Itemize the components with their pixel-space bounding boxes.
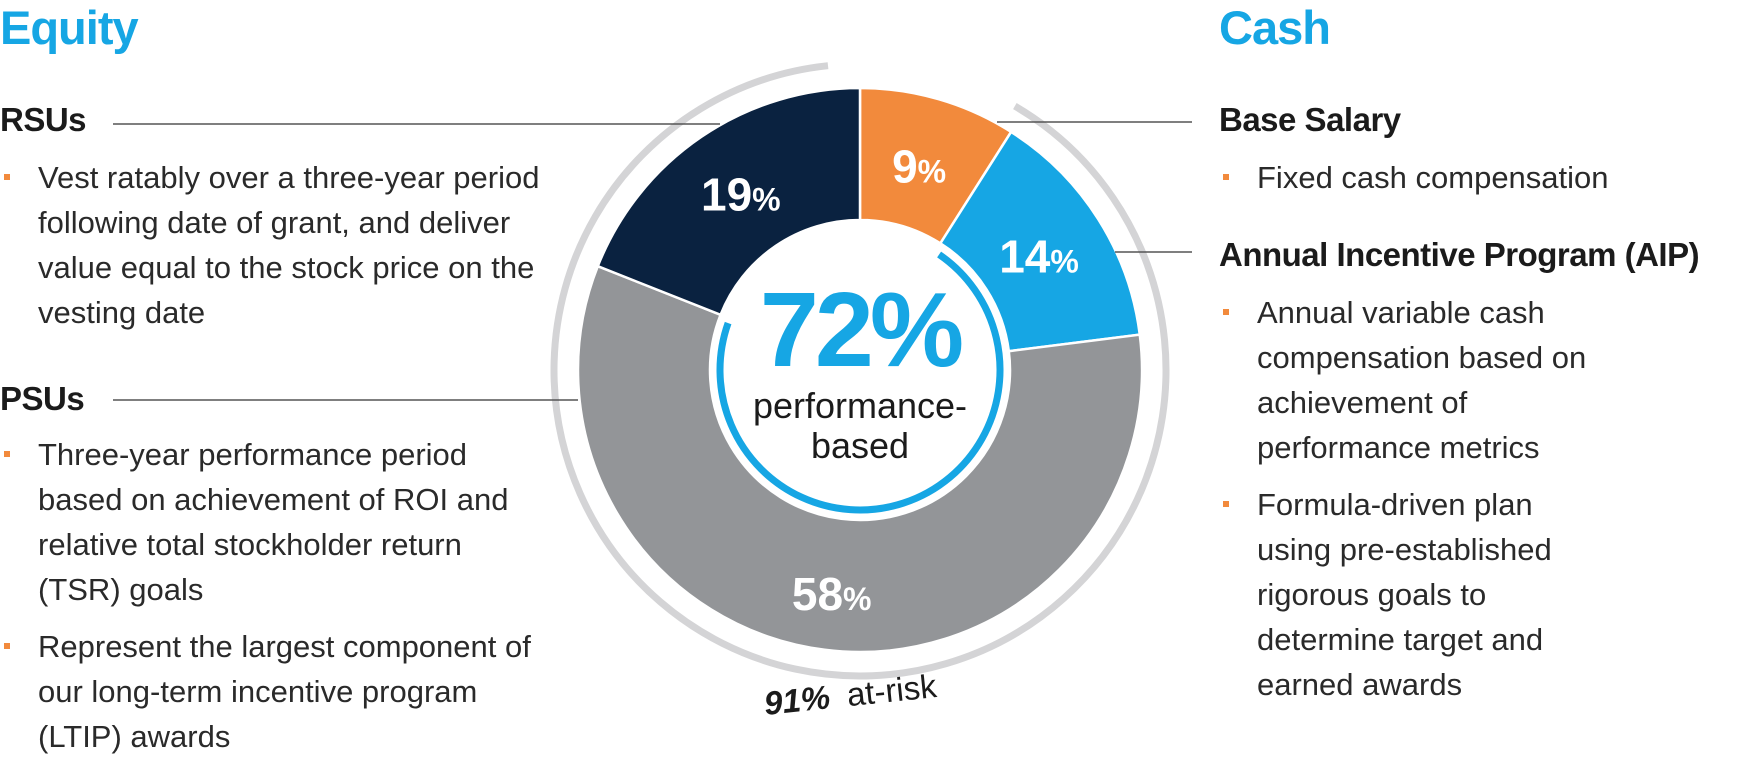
center-value: 72% <box>760 271 962 389</box>
slice-value-label: 9% <box>892 140 946 192</box>
aip-title: Annual Incentive Program (AIP) <box>1219 236 1700 273</box>
psus-bullets: Three-year performance period based on a… <box>0 432 545 771</box>
leader-lines <box>113 121 1192 401</box>
aip-bullets: Annual variable cash compensation based … <box>1219 290 1599 719</box>
bullet-square-icon <box>4 174 10 180</box>
bullet-square-icon <box>1223 309 1229 315</box>
base-salary-bullets: Fixed cash compensation <box>1219 155 1739 212</box>
donut-slice-psus <box>576 264 1144 654</box>
slice-value-label: 19% <box>701 169 781 221</box>
slice-value-label: 14% <box>999 230 1079 282</box>
list-item: Three-year performance period based on a… <box>0 432 545 612</box>
equity-title: Equity <box>0 1 139 54</box>
center-label-line1: performance- <box>753 385 967 426</box>
cash-title: Cash <box>1219 1 1331 54</box>
donut-slice-rsus <box>596 86 862 317</box>
list-item: Annual variable cash compensation based … <box>1219 290 1599 470</box>
bullet-square-icon <box>1223 174 1229 180</box>
bullet-square-icon <box>4 451 10 457</box>
list-item: Represent the largest component of our l… <box>0 624 545 759</box>
bullet-square-icon <box>4 643 10 649</box>
at-risk-value: 91% <box>762 678 832 722</box>
base-salary-title: Base Salary <box>1219 101 1401 138</box>
bullet-square-icon <box>1223 501 1229 507</box>
at-risk-label: 91% at-risk <box>762 667 938 722</box>
list-item: Vest ratably over a three-year period fo… <box>0 155 540 335</box>
center-label-line2: based <box>811 425 909 466</box>
donut-slice-annual-incentive-program-aip <box>938 130 1142 353</box>
slice-value-label: 58% <box>792 568 872 620</box>
at-risk-outer-arc <box>550 62 1170 680</box>
rsus-bullets: Vest ratably over a three-year period fo… <box>0 155 540 347</box>
psus-title: PSUs <box>0 380 85 417</box>
list-item: Fixed cash compensation <box>1219 155 1739 200</box>
performance-based-inner-arc <box>716 251 1004 514</box>
list-item: Formula-driven plan using pre-establishe… <box>1219 482 1599 707</box>
svg-text:91% at-risk: 91% at-risk <box>762 667 938 722</box>
rsus-title: RSUs <box>0 101 87 138</box>
